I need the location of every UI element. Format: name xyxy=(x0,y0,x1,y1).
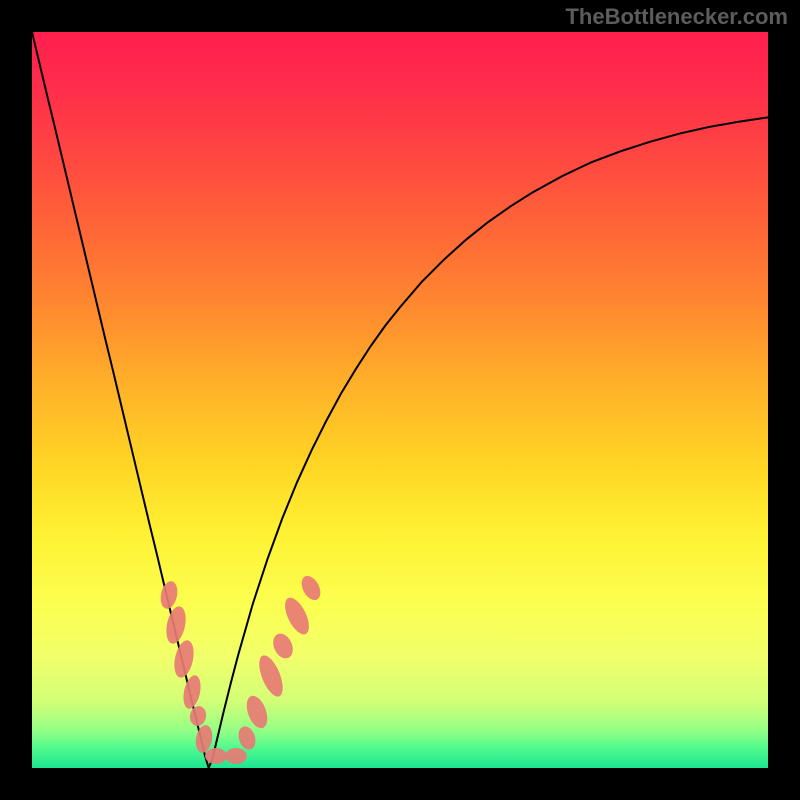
data-points-8 xyxy=(236,724,259,752)
data-points-7 xyxy=(225,748,247,764)
data-points-1 xyxy=(163,605,189,646)
data-points-9 xyxy=(243,693,272,731)
data-points-6 xyxy=(205,748,227,764)
data-points-0 xyxy=(158,580,179,611)
main-curve xyxy=(32,32,768,768)
data-points-3 xyxy=(181,674,204,711)
data-points-10 xyxy=(254,652,287,700)
data-points-12 xyxy=(280,594,314,638)
chart-svg xyxy=(0,0,800,800)
data-points-2 xyxy=(171,639,197,680)
data-points-13 xyxy=(298,573,324,603)
data-points-11 xyxy=(269,630,296,661)
chart-container: TheBottlenecker.com xyxy=(0,0,800,800)
